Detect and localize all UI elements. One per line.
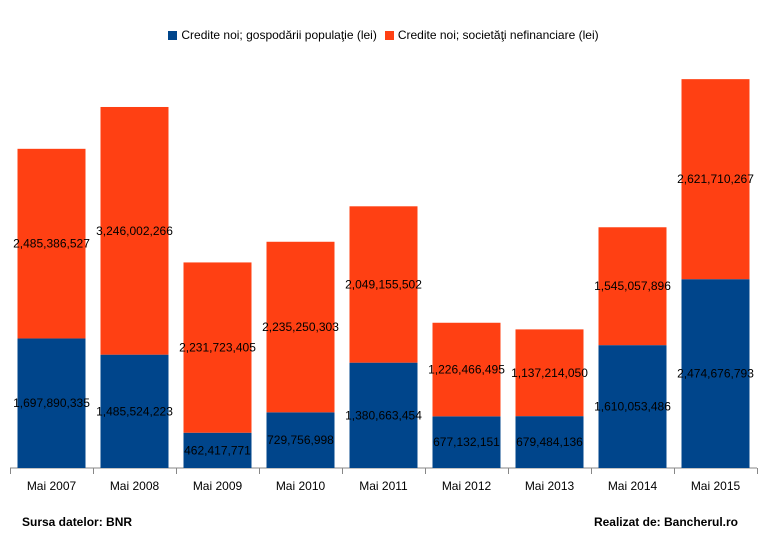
data-label-companies-8: 2,621,710,267: [677, 172, 754, 186]
bar-companies-7: [598, 227, 667, 346]
x-tick-label-5: Mai 2012: [442, 479, 492, 493]
credit-note: Realizat de: Bancherul.ro: [593, 515, 738, 529]
data-label-households-7: 1,610,053,486: [594, 400, 671, 414]
bar-households-8: [681, 279, 750, 468]
x-tick-label-1: Mai 2008: [110, 479, 160, 493]
source-note: Sursa datelor: BNR: [22, 515, 133, 529]
x-tick-label-7: Mai 2014: [608, 479, 658, 493]
bar-companies-4: [349, 206, 418, 363]
data-label-households-5: 677,132,151: [433, 435, 500, 449]
data-label-companies-4: 2,049,155,502: [345, 277, 422, 291]
bar-companies-1: [100, 106, 169, 355]
data-label-companies-6: 1,137,214,050: [511, 366, 588, 380]
data-label-households-8: 2,474,676,793: [677, 367, 754, 381]
bar-companies-6: [515, 329, 584, 417]
bar-companies-0: [17, 148, 86, 339]
data-label-companies-1: 3,246,002,266: [96, 224, 173, 238]
bar-households-0: [17, 338, 86, 468]
data-label-households-3: 729,756,998: [267, 433, 334, 447]
bar-households-2: [183, 432, 252, 468]
data-label-households-1: 1,485,524,223: [96, 404, 173, 418]
bar-companies-8: [681, 79, 750, 280]
data-label-households-4: 1,380,663,454: [345, 408, 422, 422]
x-tick-label-2: Mai 2009: [193, 479, 243, 493]
legend-swatch-households: [168, 30, 178, 40]
bar-companies-2: [183, 262, 252, 433]
x-tick-label-3: Mai 2010: [276, 479, 326, 493]
data-label-households-0: 1,697,890,335: [13, 396, 90, 410]
legend-item-households: Credite noi; gospodării populaţie (lei): [168, 28, 377, 42]
x-tick-label-0: Mai 2007: [27, 479, 77, 493]
bar-households-4: [349, 362, 418, 468]
data-label-companies-7: 1,545,057,896: [594, 279, 671, 293]
data-label-companies-0: 2,485,386,527: [13, 237, 90, 251]
legend-item-companies: Credite noi; societăţi nefinanciare (lei…: [384, 28, 599, 42]
bar-households-5: [432, 416, 501, 468]
legend: Credite noi; gospodării populaţie (lei) …: [0, 28, 767, 42]
bar-households-7: [598, 345, 667, 468]
bar-households-1: [100, 354, 169, 468]
x-tick-label-8: Mai 2015: [691, 479, 741, 493]
legend-label-households: Credite noi; gospodării populaţie (lei): [181, 28, 377, 42]
data-label-companies-2: 2,231,723,405: [179, 341, 256, 355]
bar-households-6: [515, 416, 584, 468]
bar-households-3: [266, 412, 335, 468]
x-tick-label-4: Mai 2011: [359, 479, 408, 493]
x-tick-label-6: Mai 2013: [525, 479, 575, 493]
legend-swatch-companies: [384, 30, 394, 40]
data-label-companies-5: 1,226,466,495: [428, 363, 505, 377]
legend-label-companies: Credite noi; societăţi nefinanciare (lei…: [397, 28, 599, 42]
data-label-households-2: 462,417,771: [184, 443, 251, 457]
data-label-households-6: 679,484,136: [516, 435, 583, 449]
bar-companies-3: [266, 241, 335, 413]
data-label-companies-3: 2,235,250,303: [262, 320, 339, 334]
bar-companies-5: [432, 322, 501, 417]
